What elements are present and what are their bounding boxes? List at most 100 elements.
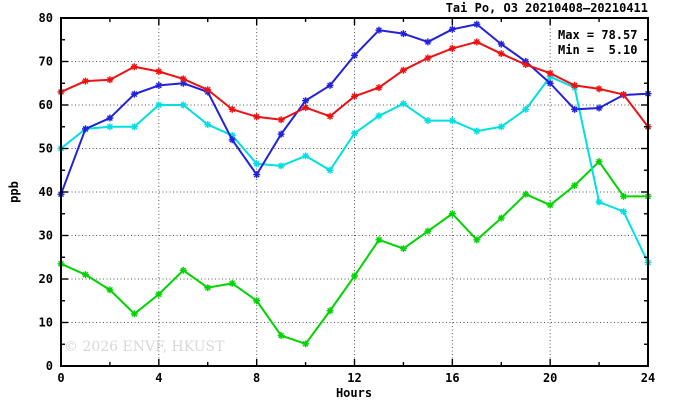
marker-green: [179, 266, 187, 274]
stats-box: Max = 78.57 Min = 5.10: [558, 28, 637, 58]
marker-green: [326, 307, 334, 315]
marker-green: [620, 192, 628, 200]
x-tick-label: 20: [543, 371, 557, 385]
marker-cyan: [595, 198, 603, 206]
marker-blue: [375, 26, 383, 34]
marker-blue: [277, 130, 285, 138]
min-value-label: Min = 5.10: [558, 43, 638, 57]
marker-red: [351, 92, 358, 100]
marker-green: [375, 236, 383, 244]
marker-blue: [155, 81, 163, 89]
marker-cyan: [130, 123, 138, 131]
marker-blue: [302, 97, 310, 105]
y-tick-label: 20: [39, 272, 53, 286]
marker-cyan: [424, 117, 432, 125]
marker-red: [620, 91, 628, 99]
y-tick-label: 70: [39, 55, 53, 69]
marker-green: [106, 286, 114, 294]
marker-cyan: [326, 166, 334, 174]
marker-cyan: [375, 112, 383, 120]
marker-red: [497, 50, 505, 58]
marker-blue: [81, 125, 89, 133]
marker-cyan: [620, 208, 628, 216]
x-tick-label: 0: [57, 371, 64, 385]
marker-cyan: [253, 160, 261, 168]
marker-green: [497, 214, 505, 222]
marker-blue: [179, 79, 187, 87]
marker-cyan: [106, 123, 114, 131]
marker-red: [424, 54, 432, 62]
marker-green: [253, 297, 261, 305]
marker-cyan: [277, 162, 285, 170]
marker-blue: [595, 104, 603, 112]
marker-blue: [351, 51, 358, 59]
marker-red: [326, 112, 334, 120]
marker-red: [546, 69, 554, 77]
marker-red: [228, 105, 236, 113]
marker-cyan: [497, 123, 505, 131]
marker-blue: [399, 30, 407, 38]
marker-red: [595, 85, 603, 93]
y-tick-label: 40: [39, 185, 53, 199]
marker-cyan: [522, 105, 530, 113]
y-tick-label: 80: [39, 11, 53, 25]
marker-red: [253, 113, 261, 121]
max-value-label: Max = 78.57: [558, 28, 638, 42]
marker-blue: [228, 136, 236, 144]
marker-blue: [497, 40, 505, 48]
marker-green: [448, 210, 456, 218]
marker-red: [204, 86, 212, 94]
marker-blue: [546, 79, 554, 87]
y-tick-label: 60: [39, 98, 53, 112]
marker-blue: [424, 38, 432, 46]
marker-red: [130, 63, 138, 71]
marker-red: [375, 84, 383, 92]
marker-green: [473, 236, 481, 244]
y-axis-label: ppb: [7, 181, 21, 203]
marker-green: [399, 245, 407, 253]
marker-green: [546, 201, 554, 209]
marker-blue: [326, 81, 334, 89]
marker-cyan: [302, 152, 310, 160]
marker-red: [106, 76, 114, 84]
marker-red: [571, 81, 579, 89]
marker-blue: [571, 105, 579, 113]
chart-title: Tai Po, O3 20210408–20210411: [445, 1, 648, 15]
marker-blue: [448, 25, 456, 33]
marker-green: [130, 310, 138, 318]
marker-cyan: [228, 131, 236, 139]
x-tick-label: 24: [641, 371, 655, 385]
marker-green: [424, 227, 432, 235]
marker-red: [155, 68, 163, 76]
y-tick-label: 50: [39, 142, 53, 156]
marker-blue: [473, 20, 481, 28]
marker-red: [277, 116, 285, 124]
marker-red: [473, 38, 481, 46]
marker-red: [522, 61, 530, 69]
marker-blue: [130, 90, 138, 98]
marker-red: [399, 66, 407, 74]
marker-cyan: [351, 129, 358, 137]
marker-cyan: [399, 100, 407, 108]
x-axis-label: Hours: [335, 386, 373, 400]
marker-green: [522, 190, 530, 198]
marker-green: [302, 340, 310, 348]
marker-cyan: [473, 127, 481, 135]
marker-green: [595, 158, 603, 166]
marker-green: [204, 284, 212, 292]
x-tick-label: 4: [155, 371, 162, 385]
marker-green: [351, 272, 358, 280]
marker-red: [448, 44, 456, 52]
x-tick-label: 16: [445, 371, 459, 385]
y-tick-label: 0: [46, 359, 53, 373]
marker-green: [81, 271, 89, 279]
y-tick-label: 10: [39, 316, 53, 330]
marker-cyan: [179, 101, 187, 109]
marker-cyan: [204, 121, 212, 129]
marker-blue: [106, 114, 114, 122]
marker-green: [571, 181, 579, 189]
marker-red: [81, 77, 89, 85]
marker-cyan: [448, 117, 456, 125]
x-tick-label: 8: [253, 371, 260, 385]
